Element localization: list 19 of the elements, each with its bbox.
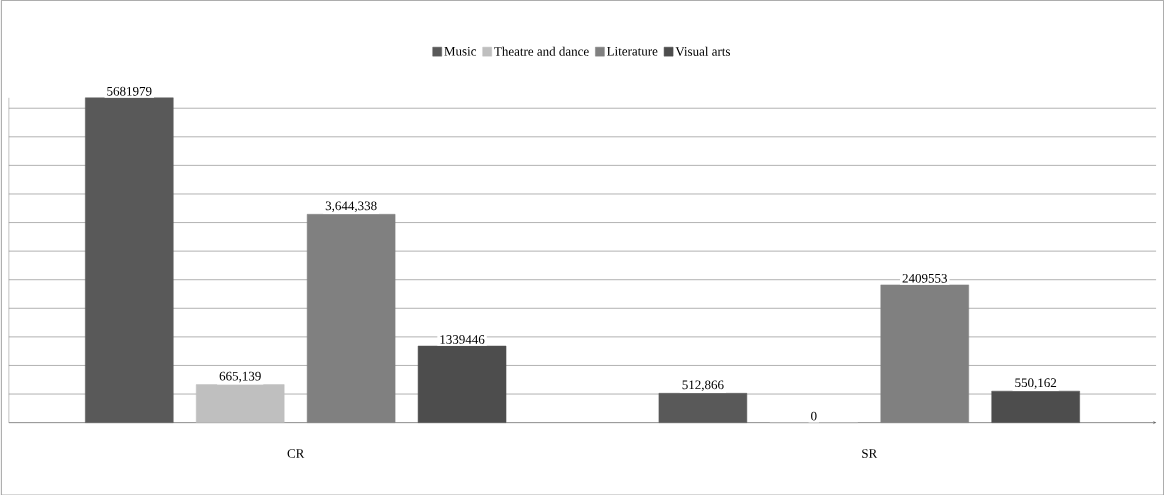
data-label: 665,139 bbox=[219, 371, 261, 383]
data-label: 3,644,338 bbox=[325, 201, 377, 212]
data-label: 0 bbox=[811, 411, 817, 421]
bar bbox=[991, 390, 1080, 423]
data-label: 5681979 bbox=[107, 86, 152, 96]
legend-label: Literature bbox=[607, 46, 658, 56]
bar bbox=[195, 384, 285, 423]
bar bbox=[85, 97, 174, 423]
data-label: 550,162 bbox=[1015, 378, 1057, 389]
legend-label: Theatre and dance bbox=[494, 46, 589, 56]
data-label: 1339446 bbox=[440, 334, 485, 344]
data-label: 512,866 bbox=[682, 380, 724, 391]
legend-label: Music bbox=[444, 46, 477, 56]
x-tick-label: CR bbox=[287, 448, 305, 458]
data-label: 2409553 bbox=[902, 273, 947, 283]
x-tick-label: SR bbox=[862, 448, 878, 458]
legend-label: Visual arts bbox=[675, 46, 731, 56]
bar bbox=[658, 392, 748, 423]
bar bbox=[417, 345, 507, 423]
